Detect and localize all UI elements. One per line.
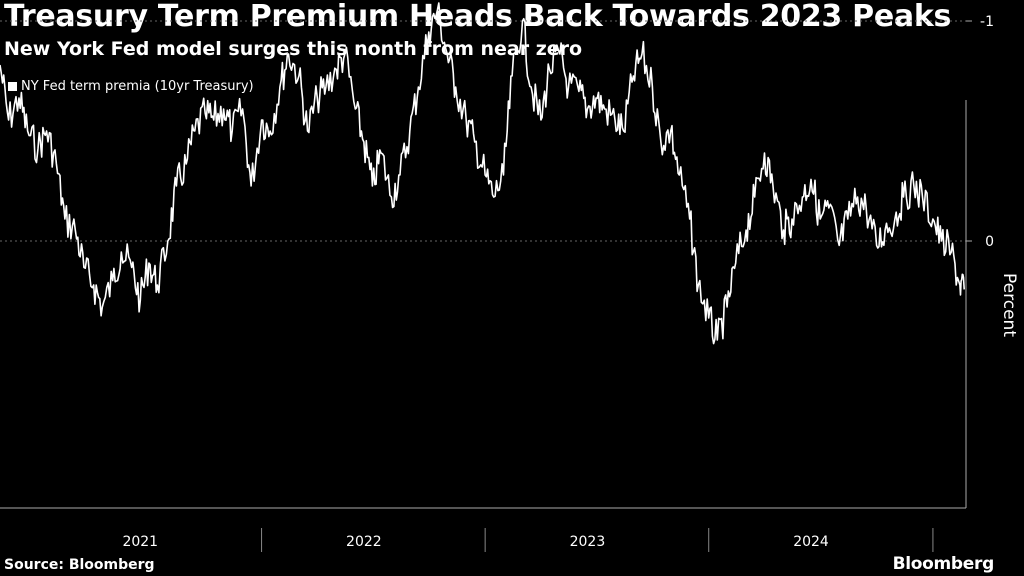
- legend-swatch: [8, 82, 17, 91]
- series-line-0: [0, 2, 965, 345]
- grid-layer: [0, 20, 966, 242]
- x-tick-label-3: 2024: [793, 534, 829, 550]
- x-tick-label-1: 2022: [346, 534, 382, 550]
- line-layer: [0, 2, 965, 345]
- chart-subtitle: New York Fed model surges this nonth fro…: [4, 38, 583, 60]
- axis-layer: 0 -1 2021 2022 2023 2024 Percent: [0, 14, 1019, 552]
- bloomberg-logo: Bloomberg: [892, 554, 995, 574]
- y-tick-label-1: -1: [980, 14, 994, 30]
- legend: NY Fed term premia (10yr Treasury): [8, 79, 254, 94]
- legend-label: NY Fed term premia (10yr Treasury): [21, 79, 254, 94]
- x-tick-label-0: 2021: [122, 534, 158, 550]
- source-note: Source: Bloomberg: [4, 557, 155, 573]
- y-axis-title: Percent: [999, 273, 1019, 337]
- y-tick-label-0: 0: [985, 234, 994, 250]
- x-tick-label-2: 2023: [570, 534, 606, 550]
- chart-title: Treasury Term Premium Heads Back Towards…: [4, 0, 952, 34]
